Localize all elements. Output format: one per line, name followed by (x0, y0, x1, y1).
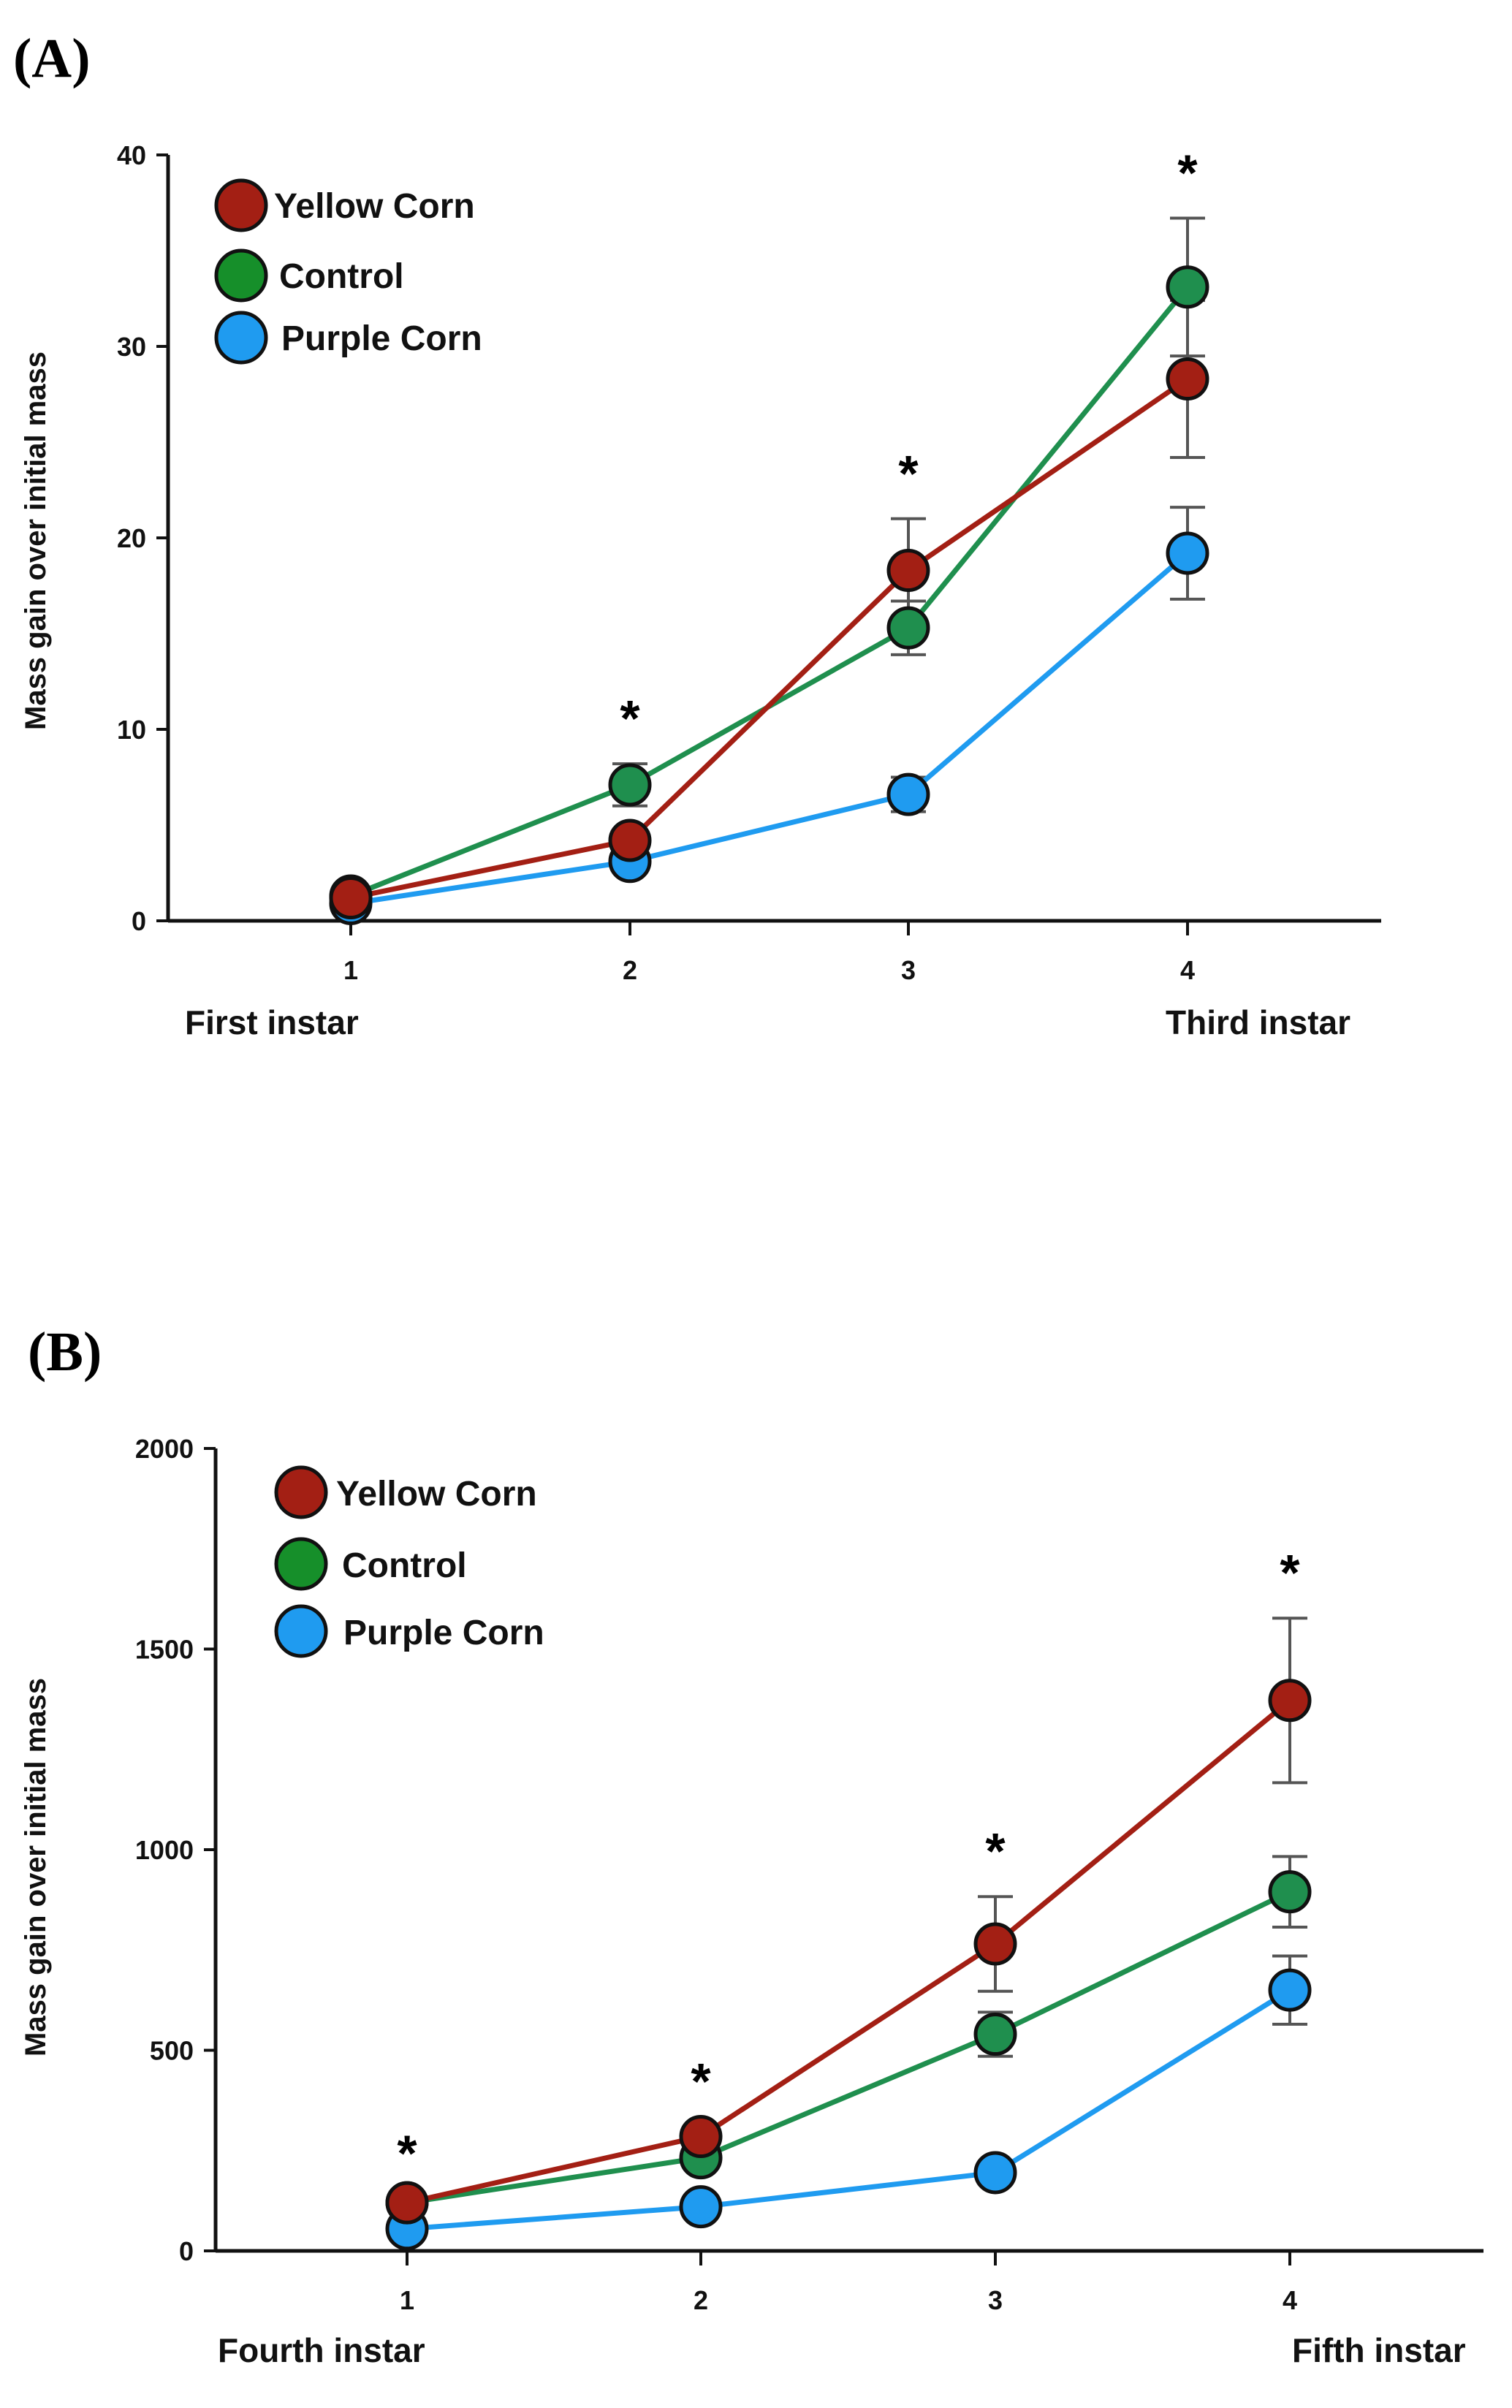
x-tick-label: 2 (694, 2285, 708, 2315)
x-tick-label: 1 (400, 2285, 414, 2315)
x-tick-label: 4 (1283, 2285, 1297, 2315)
panel-a-significance: * * * (620, 144, 1198, 747)
series-line-purple-corn (406, 1988, 1291, 2232)
legend-marker-control (214, 248, 268, 303)
panel-a-stage-start: First instar (185, 1003, 359, 1041)
data-point-yellow-corn (1268, 1679, 1312, 1723)
significance-star: * (620, 690, 640, 747)
significance-star: * (691, 2053, 711, 2110)
legend-marker-purple-corn (214, 311, 268, 365)
data-point-yellow-corn (973, 1922, 1017, 1966)
data-point-yellow-corn (886, 549, 930, 593)
legend-label-control: Control (279, 257, 404, 296)
significance-star: * (1280, 1544, 1300, 1601)
y-tick-label: 2000 (135, 1434, 194, 1464)
y-tick-label: 1500 (135, 1635, 194, 1665)
y-tick-label: 30 (117, 332, 146, 362)
panel-b-stage-end: Fifth instar (1292, 2331, 1466, 2369)
y-tick-label: 0 (179, 2236, 194, 2266)
series-line-yellow-corn (350, 376, 1189, 900)
panel-b-series-lines (406, 1698, 1292, 2232)
x-tick-label: 3 (988, 2285, 1003, 2315)
panel-b-error-bars (390, 1617, 1307, 2234)
y-tick-label: 500 (150, 2036, 194, 2066)
data-point-purple-corn (973, 2151, 1017, 2195)
legend-marker-control (274, 1537, 328, 1591)
x-tick-label: 1 (343, 955, 358, 985)
panel-a-label: (A) (13, 28, 91, 89)
legend-label-yellow-corn: Yellow Corn (336, 1475, 537, 1513)
significance-star: * (1177, 144, 1198, 201)
series-line-purple-corn (350, 551, 1190, 906)
significance-star: * (985, 1823, 1006, 1880)
panel-a-points (329, 265, 1209, 925)
panel-b: (B) Mass gain over initial mass 0 500 1000… (20, 1321, 1483, 2369)
panel-b-points (385, 1679, 1312, 2251)
data-point-yellow-corn (679, 2115, 723, 2159)
data-point-control (973, 2013, 1017, 2056)
series-line-control (406, 1889, 1291, 2206)
panel-a-y-axis-title: Mass gain over initial mass (20, 352, 52, 730)
panel-b-stage-start: Fourth instar (218, 2331, 425, 2369)
data-point-yellow-corn (608, 819, 652, 862)
data-point-purple-corn (1268, 1968, 1312, 2012)
legend-label-purple-corn: Purple Corn (343, 1614, 544, 1652)
panel-b-ticks: 0 500 1000 1500 2000 1 2 3 4 (135, 1434, 1297, 2315)
x-tick-label: 3 (901, 955, 916, 985)
legend-label-control: Control (342, 1546, 467, 1585)
panel-a-legend: Yellow Corn Control Purple Corn (214, 178, 482, 365)
data-point-control (1268, 1870, 1312, 1914)
legend-marker-yellow-corn (214, 178, 268, 232)
legend-marker-purple-corn (274, 1604, 328, 1658)
data-point-purple-corn (679, 2185, 723, 2229)
data-point-purple-corn (1166, 531, 1209, 575)
series-line-yellow-corn (406, 1698, 1292, 2206)
y-tick-label: 20 (117, 523, 146, 553)
panel-a-ticks: 0 10 20 30 40 1 2 3 4 (117, 140, 1195, 985)
y-tick-label: 0 (132, 906, 146, 936)
data-point-purple-corn (886, 772, 930, 816)
panel-a: (A) Mass gain over initial mass 0 10 20 30 4… (13, 28, 1381, 1041)
panel-a-series-lines (349, 285, 1190, 906)
panel-a-stage-end: Third instar (1166, 1003, 1350, 1041)
y-tick-label: 1000 (135, 1835, 194, 1865)
significance-star: * (397, 2125, 417, 2182)
x-tick-label: 4 (1180, 955, 1195, 985)
panel-b-legend: Yellow Corn Control Purple Corn (274, 1465, 544, 1658)
panel-b-label: (B) (28, 1321, 102, 1383)
data-point-yellow-corn (329, 876, 373, 920)
data-point-yellow-corn (1166, 357, 1209, 401)
legend-label-purple-corn: Purple Corn (281, 319, 482, 358)
data-point-control (1166, 265, 1209, 309)
data-point-control (608, 763, 652, 807)
data-point-yellow-corn (385, 2181, 429, 2225)
y-tick-label: 10 (117, 715, 146, 745)
legend-label-yellow-corn: Yellow Corn (274, 187, 475, 226)
panel-b-y-axis-title: Mass gain over initial mass (20, 1678, 52, 2056)
series-line-control (349, 285, 1190, 899)
y-tick-label: 40 (117, 140, 146, 170)
data-point-control (886, 606, 930, 650)
significance-star: * (898, 445, 919, 502)
panel-b-significance: * * * * (397, 1544, 1300, 2181)
legend-marker-yellow-corn (274, 1465, 328, 1519)
x-tick-label: 2 (623, 955, 637, 985)
